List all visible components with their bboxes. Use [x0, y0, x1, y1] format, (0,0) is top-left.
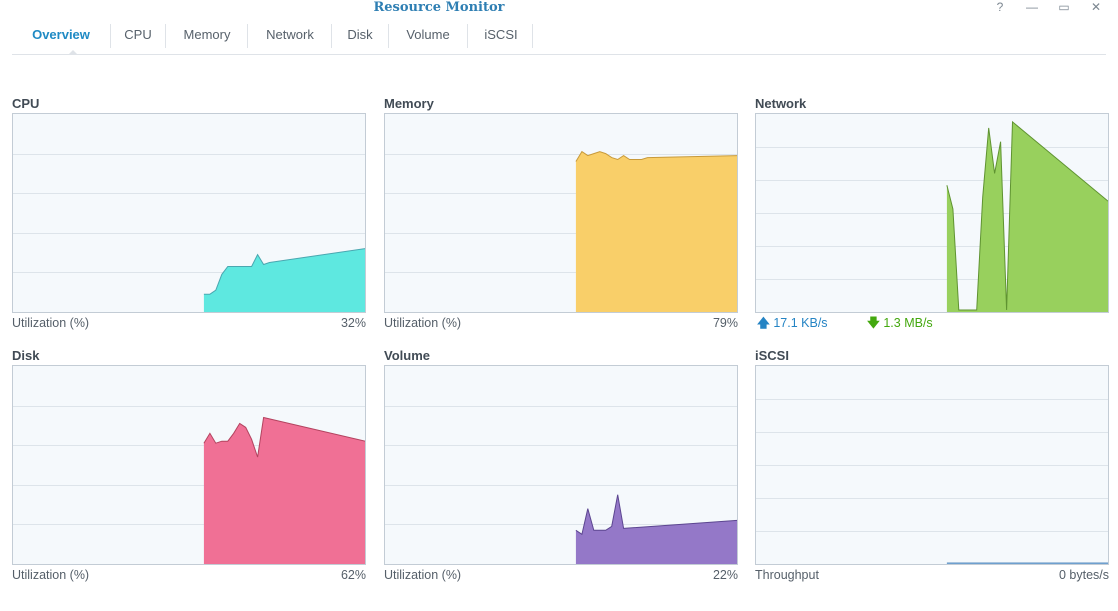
- cpu-chart-svg: [13, 154, 365, 312]
- tab-divider: [532, 24, 533, 48]
- close-icon[interactable]: ✕: [1090, 0, 1102, 14]
- network-upload: 🡅 17.1 KB/s: [757, 316, 828, 330]
- cpu-chart[interactable]: [12, 113, 366, 313]
- memory-area-series: [575, 151, 737, 312]
- tab-cpu[interactable]: CPU: [124, 27, 152, 42]
- network-chart[interactable]: [755, 113, 1109, 313]
- network-download: 🡇 1.3 MB/s: [867, 316, 933, 330]
- memory-series-line: [575, 150, 737, 162]
- volume-series-line: [575, 494, 737, 536]
- memory-utilization-value: 79%: [712, 316, 738, 330]
- disk-utilization-value: 62%: [340, 568, 366, 582]
- disk-chart-svg: [13, 406, 365, 564]
- disk-panel-title: Disk: [12, 348, 40, 363]
- tab-disk[interactable]: Disk: [347, 27, 373, 42]
- iscsi-panel-title: iSCSI: [755, 348, 789, 363]
- iscsi-chart[interactable]: [755, 365, 1109, 565]
- network-panel-title: Network: [755, 96, 807, 111]
- iscsi-throughput-value: 0 bytes/s: [1058, 568, 1109, 582]
- disk-area-series: [203, 417, 365, 564]
- cpu-utilization-value: 32%: [340, 316, 366, 330]
- memory-panel-title: Memory: [384, 96, 434, 111]
- tab-bar: Overview CPU Memory Network Disk Volume …: [12, 22, 1106, 55]
- tab-iscsi[interactable]: iSCSI: [484, 27, 518, 42]
- memory-chart[interactable]: [384, 113, 738, 313]
- network-series-line: [946, 120, 1108, 311]
- tab-memory[interactable]: Memory: [183, 27, 231, 42]
- tab-divider: [165, 24, 166, 48]
- minimize-icon[interactable]: —: [1026, 0, 1038, 14]
- tab-divider: [247, 24, 248, 48]
- volume-utilization-value: 22%: [712, 568, 738, 582]
- volume-chart-svg: [385, 406, 737, 564]
- maximize-icon[interactable]: ▭: [1058, 0, 1070, 14]
- cpu-area-series: [203, 248, 365, 312]
- cpu-panel-title: CPU: [12, 96, 40, 111]
- cpu-series-line: [203, 248, 365, 295]
- disk-chart[interactable]: [12, 365, 366, 565]
- network-area-series: [946, 121, 1108, 312]
- disk-series-line: [203, 416, 365, 458]
- volume-area-series: [575, 494, 737, 564]
- tab-divider: [110, 24, 111, 48]
- tab-network[interactable]: Network: [266, 27, 314, 42]
- cpu-utilization-label: Utilization (%): [12, 316, 90, 330]
- arrow-down-icon: 🡇: [867, 316, 880, 330]
- active-tab-indicator: [68, 50, 78, 55]
- disk-utilization-label: Utilization (%): [12, 568, 90, 582]
- arrow-up-icon: 🡅: [757, 316, 770, 330]
- network-chart-svg: [756, 120, 1108, 312]
- tab-divider: [331, 24, 332, 48]
- title-bar: Resource Monitor ? — ▭ ✕: [0, 0, 1118, 16]
- volume-utilization-label: Utilization (%): [384, 568, 462, 582]
- tab-divider: [388, 24, 389, 48]
- memory-utilization-label: Utilization (%): [384, 316, 462, 330]
- tab-volume[interactable]: Volume: [406, 27, 450, 42]
- help-icon[interactable]: ?: [996, 0, 1004, 14]
- tab-overview[interactable]: Overview: [32, 27, 90, 42]
- volume-panel-title: Volume: [384, 348, 430, 363]
- window-title: Resource Monitor: [373, 0, 505, 15]
- iscsi-chart-svg: [756, 399, 1108, 564]
- iscsi-throughput-label: Throughput: [755, 568, 819, 582]
- volume-chart[interactable]: [384, 365, 738, 565]
- network-download-value: 1.3 MB/s: [883, 316, 933, 330]
- network-upload-value: 17.1 KB/s: [773, 316, 828, 330]
- tab-divider: [467, 24, 468, 48]
- memory-chart-svg: [385, 150, 737, 312]
